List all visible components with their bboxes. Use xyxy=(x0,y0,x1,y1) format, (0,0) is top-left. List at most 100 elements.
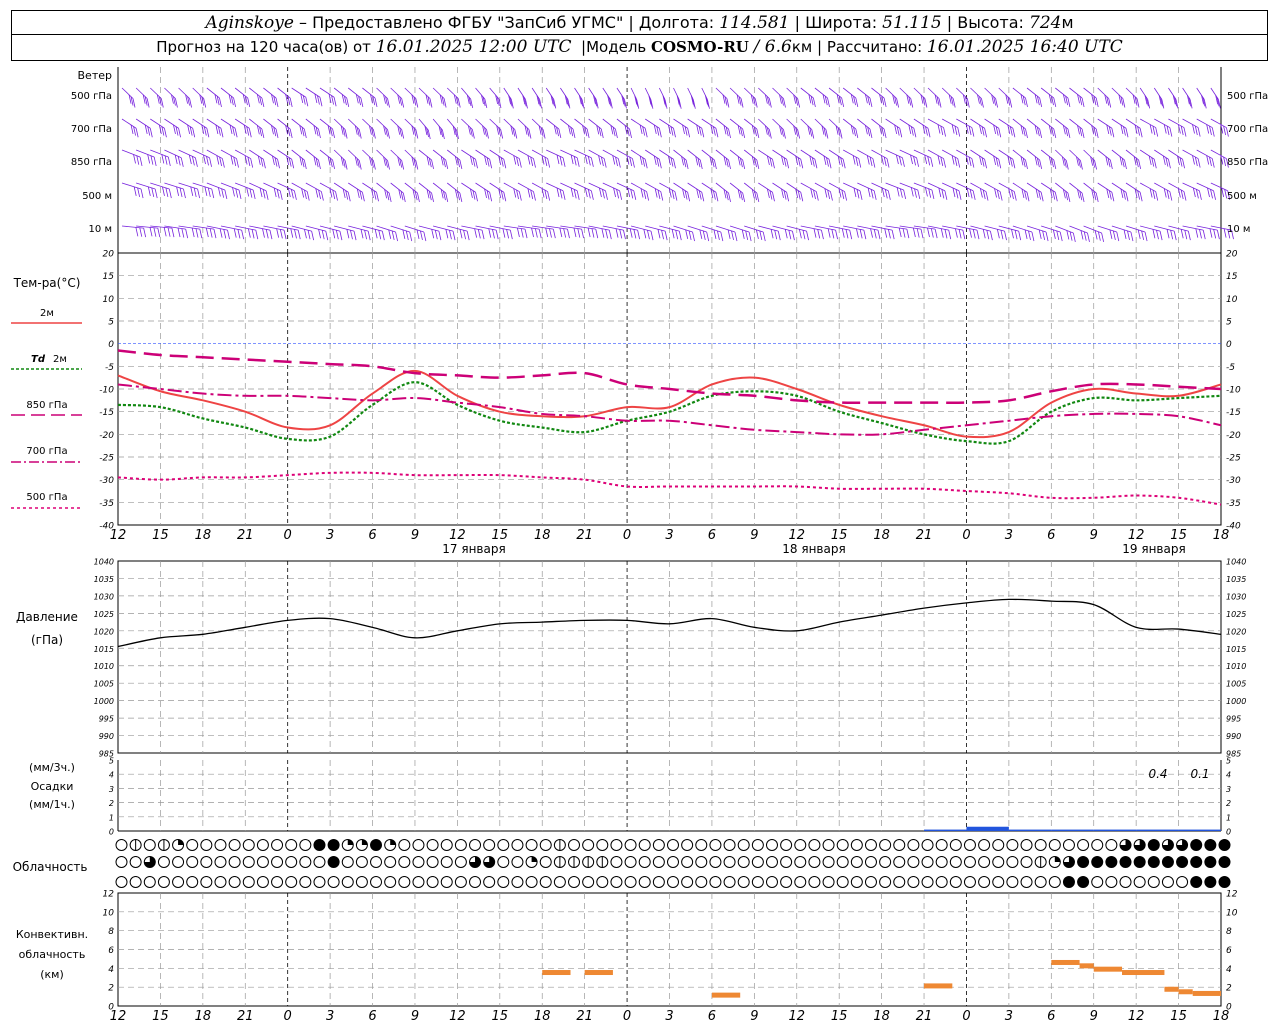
cloud-circle xyxy=(228,876,241,888)
wind-barb-feather xyxy=(439,94,443,104)
wind-barb-feather xyxy=(1123,229,1127,239)
wind-barb-feather xyxy=(824,96,828,106)
wind-barb-feather xyxy=(378,230,382,240)
wind-barb-feather xyxy=(188,154,192,165)
wind-barb-feather xyxy=(867,96,871,106)
cloud-circle xyxy=(483,876,496,888)
wind-barb-feather xyxy=(151,187,155,198)
wind-barb-feather xyxy=(566,97,569,107)
wind-barb-feather xyxy=(984,128,987,138)
y-tick-label: 5 xyxy=(1226,318,1232,328)
wind-barb-feather xyxy=(252,189,256,200)
wind-barb-feather xyxy=(906,229,910,239)
wind-barb-feather xyxy=(990,231,993,241)
cloud-circle xyxy=(879,839,892,851)
wind-barb-feather xyxy=(289,128,293,138)
cloud-circle xyxy=(313,856,326,868)
cloud-circle xyxy=(836,876,849,888)
wind-barb-feather xyxy=(146,98,150,108)
cloud-fill xyxy=(1134,856,1146,868)
wind-barb-feather xyxy=(683,158,687,168)
wind-barb-feather xyxy=(859,190,863,200)
wind-barb-feather xyxy=(1119,156,1123,166)
cloud-circle xyxy=(893,839,906,851)
wind-barb-feather xyxy=(1180,229,1184,239)
y-tick-label: 0 xyxy=(1226,1003,1232,1013)
wind-barb-feather xyxy=(781,188,784,199)
cloud-circle xyxy=(709,876,722,888)
wind-barb-feather xyxy=(279,190,283,200)
wind-barb-feather xyxy=(468,96,472,107)
wind-barb-feather xyxy=(428,191,432,201)
wind-barb-feather xyxy=(139,227,143,237)
wind-barb-feather xyxy=(180,157,184,167)
wind-barb-feather xyxy=(879,94,882,104)
x-tick-label: 3 xyxy=(665,1009,673,1024)
wind-barb-feather xyxy=(424,125,428,136)
wind-barb-feather xyxy=(1183,127,1187,137)
wind-barb-feather xyxy=(1149,124,1153,134)
x-tick-label: 0 xyxy=(284,528,292,543)
wind-level-10m-right: 10 м xyxy=(1227,224,1250,235)
wind-barb-feather xyxy=(598,127,602,137)
wind-barb-feather xyxy=(503,159,507,169)
wind-barb-feather xyxy=(1178,124,1181,134)
legend-850-label: 850 гПа xyxy=(26,400,67,411)
wind-barb-feather xyxy=(723,189,727,199)
cloud-circle xyxy=(285,876,298,888)
wind-barb-feather xyxy=(468,125,471,135)
cloud-fill xyxy=(1120,839,1132,851)
wind-barb-feather xyxy=(500,190,504,200)
wind-barb-feather xyxy=(612,155,616,165)
wind-barb-feather xyxy=(1038,190,1042,200)
wind-barb-feather xyxy=(228,94,232,104)
date-label-19: 19 января xyxy=(1122,542,1185,556)
wind-barb-feather xyxy=(1049,188,1053,199)
wind-barb-feather xyxy=(1166,189,1170,200)
wind-barb-feather xyxy=(781,96,784,106)
wind-barb-feather xyxy=(1120,124,1124,135)
wind-barb-feather xyxy=(475,192,478,202)
wind-barb-feather xyxy=(1215,95,1219,105)
cloud-fill xyxy=(1204,839,1216,851)
wind-barb-feather xyxy=(891,230,895,240)
wind-barb-feather xyxy=(827,189,831,200)
wind-barb-feather xyxy=(582,125,585,135)
wind-barb-feather xyxy=(1123,190,1126,200)
wind-barb-feather xyxy=(477,229,481,239)
wind-barb-feather xyxy=(740,158,743,168)
wind-barb-feather xyxy=(853,96,856,106)
wind-barb-feather xyxy=(668,124,671,135)
wind-barb-feather xyxy=(538,229,542,239)
wind-barb-feather xyxy=(912,227,916,238)
wind-barb-feather xyxy=(608,97,612,107)
wind-barb-feather xyxy=(594,97,598,107)
y-tick-label: 0 xyxy=(1226,340,1232,350)
wind-barb-feather xyxy=(1025,97,1028,107)
y-tick-label: 985 xyxy=(99,750,114,759)
wind-barb-feather xyxy=(459,229,463,239)
cloud-fill xyxy=(1063,876,1075,888)
wind-barb-feather xyxy=(454,189,458,199)
wind-barb-feather xyxy=(245,96,248,106)
wind-barb-feather xyxy=(288,157,292,167)
wind-barb-feather xyxy=(144,96,148,106)
wind-barb-feather xyxy=(475,159,478,169)
wind-barb-feather xyxy=(1138,159,1142,169)
wind-barb-feather xyxy=(283,230,287,240)
wind-barb-feather xyxy=(344,129,348,139)
wind-barb-feather xyxy=(1079,96,1083,106)
wind-barb-feather xyxy=(373,129,376,139)
wind-barb-feather xyxy=(800,159,804,169)
cloud-circle xyxy=(1034,839,1047,851)
wind-barb-feather xyxy=(232,126,235,136)
wind-barb-feather xyxy=(128,94,132,104)
cloud-fill xyxy=(1063,856,1075,868)
wind-barb-feather xyxy=(1080,160,1083,170)
wind-barb-feather xyxy=(204,186,208,196)
wind-barb-feather xyxy=(573,156,577,166)
axis-labels: -40 -40-35 -35-30 -30-25 -25-20 -20-15 -15-10-… xyxy=(94,250,1247,1024)
wind-barb-feather xyxy=(722,94,726,104)
wind-barb-feather xyxy=(1038,229,1042,239)
wind-barb-feather xyxy=(259,96,263,106)
